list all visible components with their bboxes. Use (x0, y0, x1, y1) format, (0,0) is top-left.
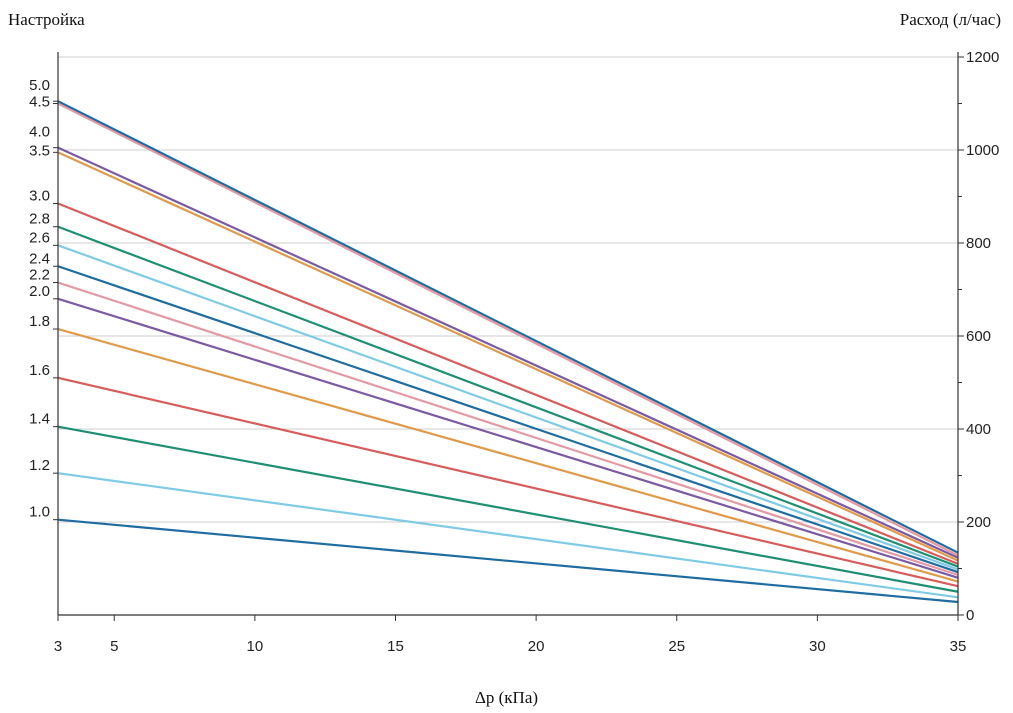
series-line-1.6 (57, 376, 959, 588)
series-line-1.2 (57, 472, 959, 599)
x-tick-label: 10 (247, 638, 264, 655)
y-tick-label: 800 (966, 235, 991, 252)
series-lines (57, 100, 959, 604)
series-label: 5.0 (29, 77, 50, 94)
series-line-5.0 (57, 100, 959, 554)
series-line-2.2 (57, 281, 959, 577)
series-line-1.0 (57, 518, 959, 604)
series-label: 2.2 (29, 267, 50, 284)
y-tick-label: 400 (966, 421, 991, 438)
x-tick-label: 3 (54, 638, 62, 655)
series-label: 2.6 (29, 229, 50, 246)
x-axis-title: Δp (кПа) (474, 688, 539, 707)
series-line-2.8 (57, 225, 959, 568)
series-label: 1.0 (29, 504, 50, 521)
series-line-2.6 (57, 244, 959, 571)
y-tick-label: 1000 (966, 142, 999, 159)
series-label: 2.0 (29, 283, 50, 300)
axes (57, 52, 959, 616)
series-label: 1.8 (29, 313, 50, 330)
series-line-1.4 (57, 425, 959, 593)
series-labels: 1.0 1.2 1.4 1.6 1.8 2.02.22.4 2.62.8 3.0 3.54.0 4… (29, 77, 58, 521)
x-tick-label: 5 (110, 638, 118, 655)
series-label: 1.6 (29, 362, 50, 379)
series-label: 2.4 (29, 250, 50, 267)
series-line-4.5 (57, 102, 959, 557)
y-tick-label: 600 (966, 328, 991, 345)
series-label: 1.4 (29, 411, 50, 428)
y-tick-label: 0 (966, 607, 974, 624)
x-tick-label: 35 (950, 638, 967, 655)
series-line-2.4 (57, 265, 959, 574)
series-line-1.8 (57, 327, 959, 583)
x-tick-label: 15 (387, 638, 404, 655)
series-line-4.0 (57, 146, 959, 559)
series-label: 4.0 (29, 124, 50, 141)
series-label: 1.2 (29, 457, 50, 474)
x-tick-label: 20 (528, 638, 545, 655)
series-label: 3.5 (29, 142, 50, 159)
x-tick-label: 25 (668, 638, 685, 655)
right-axis-title: Расход (л/час) (899, 10, 1001, 29)
series-label: 2.8 (29, 211, 50, 228)
series-label: 4.5 (29, 94, 50, 111)
series-label: 3.0 (29, 187, 50, 204)
series-line-3.5 (57, 151, 959, 562)
series-line-2.0 (57, 297, 959, 579)
left-axis-title: Настройка (8, 10, 85, 29)
y-tick-label: 200 (966, 514, 991, 531)
series-line-3.0 (57, 202, 959, 565)
x-tick-label: 30 (809, 638, 826, 655)
y-tick-label: 1200 (966, 49, 999, 66)
